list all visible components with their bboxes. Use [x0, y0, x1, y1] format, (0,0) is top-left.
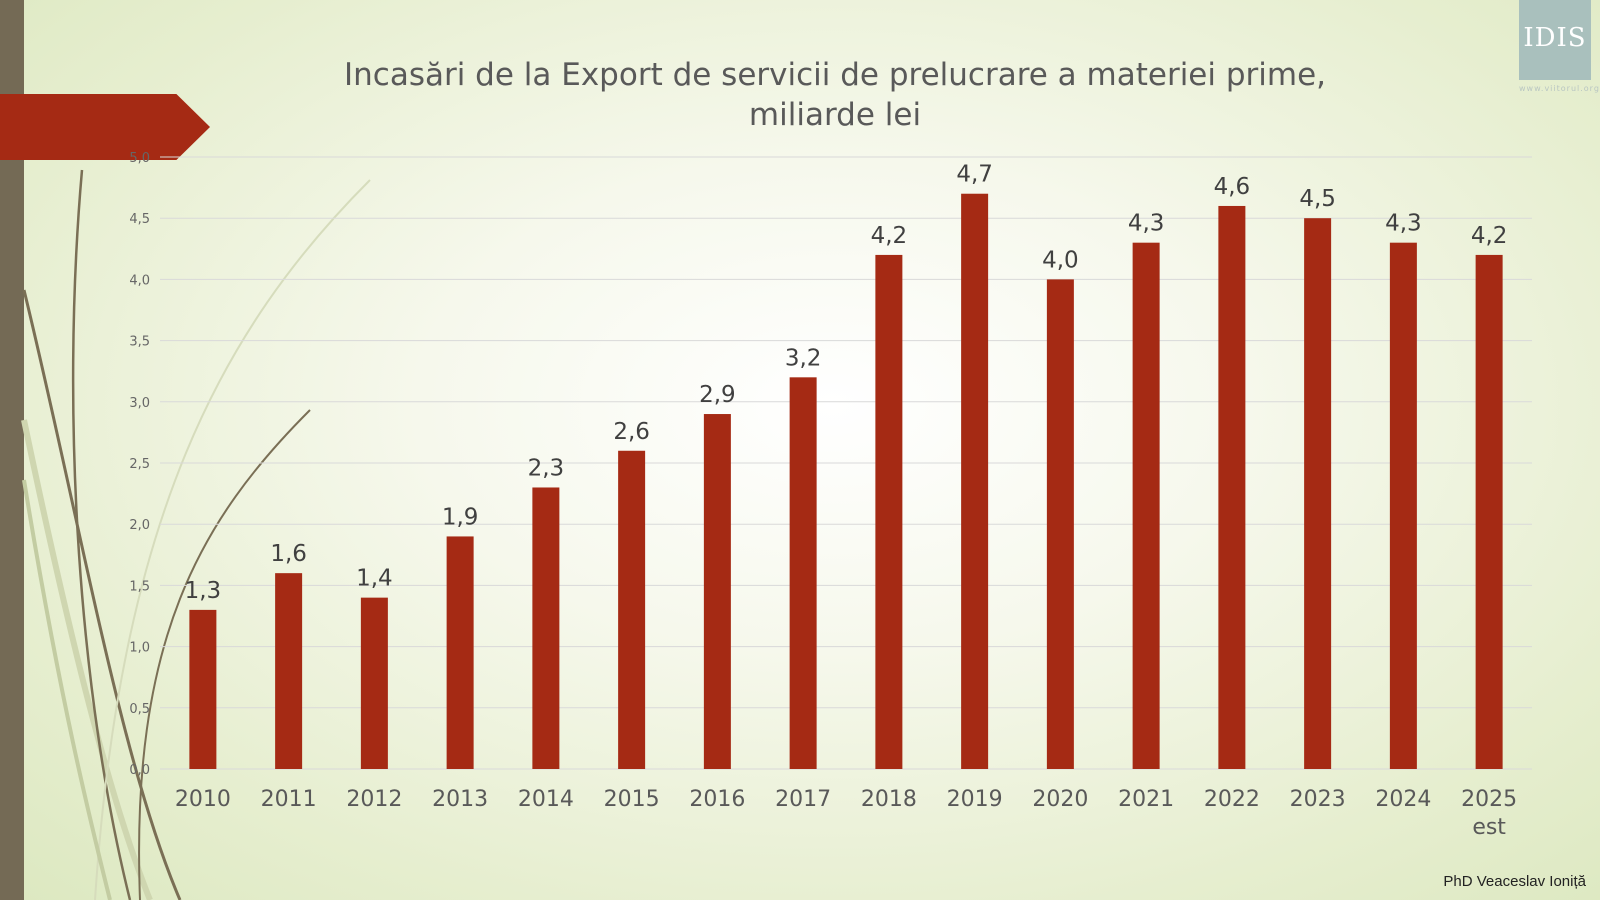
- data-label: 1,9: [442, 504, 479, 530]
- bar: [360, 597, 388, 769]
- y-tick-label: 4,0: [129, 273, 150, 288]
- red-arrow-decor: [0, 94, 210, 160]
- data-label: 4,3: [1385, 211, 1422, 237]
- data-label: 2,6: [613, 419, 650, 445]
- data-label: 1,4: [356, 566, 393, 592]
- x-tick-label: 2011: [261, 787, 317, 812]
- y-tick-label: 0,0: [129, 763, 150, 778]
- idis-logo: IDIS: [1519, 0, 1591, 80]
- x-tick-label: 2015: [604, 787, 660, 812]
- x-tick-label: 2017: [775, 787, 831, 812]
- data-label: 4,3: [1128, 211, 1165, 237]
- x-tick-label: 2016: [689, 787, 745, 812]
- x-tick-label: 2010: [175, 787, 231, 812]
- bar: [618, 450, 646, 769]
- y-tick-label: 0,5: [129, 702, 150, 717]
- bar: [875, 254, 903, 770]
- data-label: 4,5: [1299, 186, 1336, 212]
- x-tick-label: 2014: [518, 787, 574, 812]
- decorative-curves: [21, 169, 371, 900]
- data-label: 4,7: [956, 162, 993, 188]
- x-tick-label: 2023: [1290, 787, 1346, 812]
- data-label: 4,2: [1471, 223, 1508, 249]
- chart-title: Incasări de la Export de servicii de pre…: [220, 55, 1450, 135]
- logo-url: www.viitorul.org: [1519, 84, 1600, 93]
- x-tick-label: 2013: [432, 787, 488, 812]
- data-label: 2,9: [699, 382, 736, 408]
- x-tick-label: 2022: [1204, 787, 1260, 812]
- y-tick-label: 2,5: [129, 457, 150, 472]
- bar: [1304, 218, 1332, 769]
- y-tick-label: 3,0: [129, 396, 150, 411]
- y-tick-label: 1,5: [129, 579, 150, 594]
- x-tick-label: 2025: [1461, 787, 1517, 812]
- chart-title-line1: Incasări de la Export de servicii de pre…: [343, 57, 1327, 93]
- bar: [1218, 205, 1246, 769]
- x-tick-label: 2021: [1118, 787, 1174, 812]
- logo-text: IDIS: [1523, 23, 1587, 53]
- bar: [1389, 242, 1417, 769]
- data-label: 1,6: [270, 541, 307, 567]
- x-tick-label: 2019: [947, 787, 1003, 812]
- data-label: 1,3: [185, 578, 222, 604]
- author-credit: PhD Veaceslav Ioniță: [1443, 873, 1586, 890]
- bar: [1046, 279, 1074, 769]
- bar: [1132, 242, 1160, 769]
- y-tick-label: 1,0: [129, 641, 150, 656]
- bar: [961, 193, 989, 770]
- bar: [275, 573, 303, 769]
- y-tick-label: 2,0: [129, 518, 150, 533]
- x-tick-label: est: [1472, 815, 1506, 840]
- x-tick-label: 2024: [1375, 787, 1431, 812]
- data-label: 4,6: [1214, 174, 1251, 200]
- bar: [1475, 254, 1503, 770]
- data-label: 2,3: [528, 455, 565, 481]
- data-label: 4,2: [871, 223, 908, 249]
- data-label: 4,0: [1042, 247, 1079, 273]
- bar: [446, 536, 474, 769]
- y-tick-label: 3,5: [129, 335, 150, 350]
- x-tick-label: 2012: [346, 787, 402, 812]
- y-tick-label: 4,5: [129, 212, 150, 227]
- data-label: 3,2: [785, 345, 822, 371]
- x-tick-label: 2020: [1032, 787, 1088, 812]
- bar: [189, 609, 217, 769]
- bar: [789, 377, 817, 769]
- chart-title-line2: miliarde lei: [748, 97, 922, 133]
- bar: [703, 414, 731, 769]
- x-tick-label: 2018: [861, 787, 917, 812]
- y-tick-label: 5,0: [129, 151, 150, 166]
- bar: [532, 487, 560, 769]
